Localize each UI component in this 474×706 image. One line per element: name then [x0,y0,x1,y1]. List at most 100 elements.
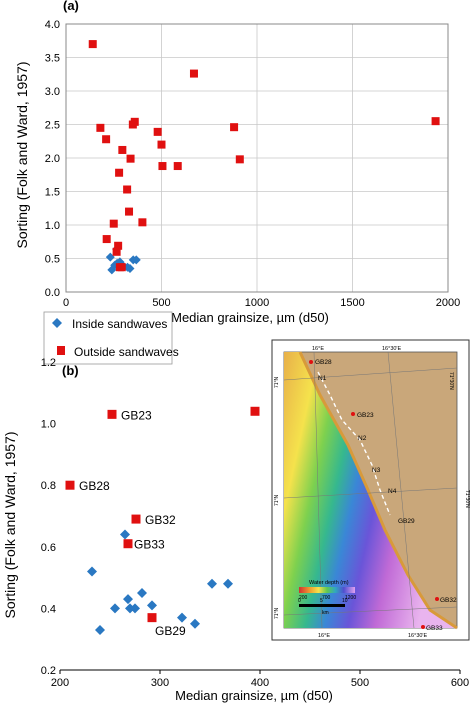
panel-b-points [65,406,260,635]
inside-sandwave-point [190,618,200,629]
outside-sandwave-point [115,168,124,177]
outside-sandwave-point [88,40,97,49]
panel-a-plot-frame [65,23,449,293]
map-top-label: 16°30'E [382,346,401,352]
outside-sandwave-point [235,155,244,164]
legend-box [43,311,173,365]
station-label: GB23 [121,408,152,422]
outside-sandwave-point [130,117,139,126]
panel-b-ticks: 200 300 400 500 600 0.2 0.4 0.6 0.8 1.0 1.2 [41,357,469,689]
outside-sandwave-point [102,135,111,144]
y-tick-label: 4.0 [45,19,60,31]
inside-sandwave-point [120,529,130,540]
station-label: GB32 [145,513,176,527]
outside-sandwave-point [107,409,117,419]
x-tick-label: 1000 [245,297,269,309]
legend-label-outside: Outside sandwaves [74,345,179,359]
inside-sandwave-point [207,578,217,589]
map-bottom-label: 16°E [318,633,330,639]
wave-label-n1: N1 [318,375,327,382]
map-lat-label: 71°N [274,376,280,388]
x-tick-label: 500 [351,677,369,689]
panel-a-y-axis-label: Sorting (Folk and Ward, 1957) [14,61,30,248]
inset-map: 16°E 16°30'E 16°E 16°30'E 71°N 71°30'N 71°N 71°… [271,339,470,641]
map-top-label: 16°E [312,346,324,352]
outside-sandwave-point [118,145,127,154]
depth-legend-title: Water depth (m) [309,580,349,586]
outside-sandwave-point [158,162,167,171]
depth-legend-bar [299,587,355,593]
inside-sandwave-point [137,588,147,598]
y-tick-label: 0.0 [45,287,60,299]
y-tick-label: 0.8 [41,480,56,492]
legend-diamond-icon [52,318,62,328]
wave-label-n3: N3 [372,467,381,474]
outside-sandwave-point [230,123,239,132]
outside-sandwave-point [138,218,147,227]
inside-sandwave-point [123,594,133,605]
map-lat-label: 71°N [274,494,280,506]
inside-sandwave-point [125,264,135,274]
x-tick-label: 0 [63,297,69,309]
map-bottom-label: 16°30'E [408,633,427,639]
inside-sandwave-point [87,566,97,577]
y-tick-label: 0.4 [41,603,56,615]
x-tick-label: 400 [251,677,269,689]
outside-sandwave-point [96,123,105,132]
x-tick-label: 2000 [436,297,460,309]
panel-a-grid [65,23,449,293]
y-tick-label: 1.0 [45,220,60,232]
outside-sandwave-point [109,219,118,228]
wave-label-gb29: GB29 [398,518,415,525]
station-gb32-marker [435,597,439,601]
outside-sandwave-point [173,162,182,171]
outside-sandwave-point [147,613,157,623]
y-tick-label: 2.0 [45,153,60,165]
y-tick-label: 0.2 [41,665,56,677]
y-tick-label: 0.5 [45,254,60,266]
outside-sandwave-point [250,406,260,416]
y-tick-label: 1.0 [41,419,56,431]
inside-sandwave-point [177,612,187,623]
station-gb32-label: GB32 [440,597,457,604]
y-tick-label: 1.2 [41,357,56,369]
depth-legend-tick: 1200 [345,595,356,601]
legend: Inside sandwaves Outside sandwaves [43,311,179,365]
scale-bar [299,604,345,607]
panel-b: (b) 200 300 400 500 600 0.2 0.4 0.6 0.8 1.0 1.2 GB… [2,357,469,703]
station-label: GB28 [79,479,110,493]
legend-label-inside: Inside sandwaves [72,317,167,331]
station-label: GB29 [155,624,186,638]
scale-tick: 5 [320,598,323,604]
outside-sandwave-point [123,539,133,549]
station-label: GB33 [134,538,165,552]
map-lat-label: 71°30'N [464,490,470,508]
outside-sandwave-point [123,185,132,194]
panel-a-label: (a) [63,0,79,13]
panel-a-x-axis-label: Median grainsize, µm (d50) [171,310,329,325]
panel-a-points [88,40,440,275]
outside-sandwave-point [102,235,111,244]
wave-label-n2: N2 [358,435,367,442]
inside-sandwave-point [130,603,140,614]
outside-sandwave-point [112,247,121,256]
x-tick-label: 500 [152,297,170,309]
panel-b-annotations: GB23 GB28 GB32 GB33 GB29 [79,408,186,638]
inside-sandwave-point [110,603,120,614]
map-sandwave-outline [317,371,391,516]
outside-sandwave-point [153,127,162,136]
y-tick-label: 2.5 [45,120,60,132]
panel-b-y-axis-label: Sorting (Folk and Ward, 1957) [2,431,18,618]
map-graticule [283,351,458,629]
inside-sandwave-point [223,578,233,589]
outside-sandwave-point [65,480,75,490]
station-gb23-label: GB23 [357,412,374,419]
station-gb28-marker [309,360,313,364]
x-tick-label: 300 [151,677,169,689]
y-tick-label: 1.5 [45,187,60,199]
inside-sandwave-point [131,255,141,265]
depth-legend-tick: 200 [299,595,308,601]
depth-legend-tick: 700 [322,595,331,601]
station-gb23-marker [351,412,355,416]
x-tick-label: 600 [451,677,469,689]
